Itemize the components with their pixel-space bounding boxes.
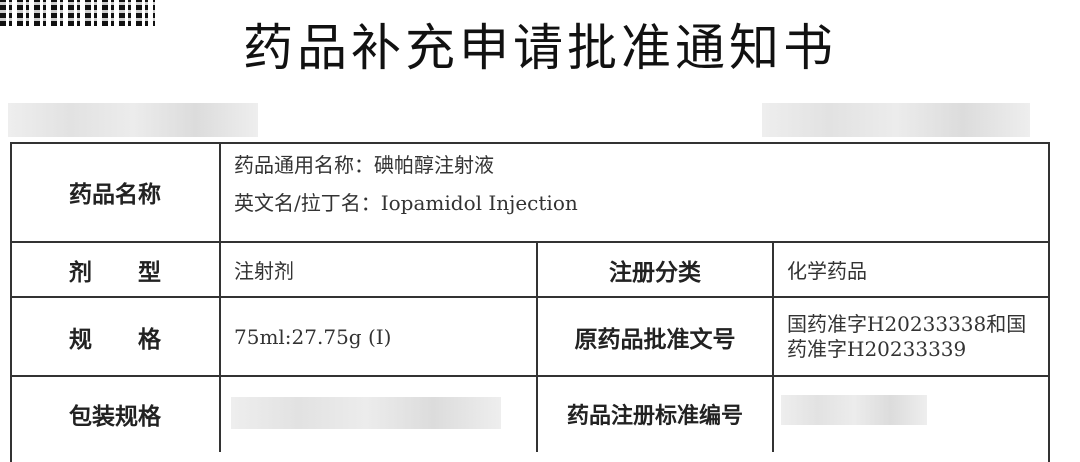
generic-name: 药品通用名称：碘帕醇注射液 — [234, 152, 494, 177]
redacted-text — [8, 103, 258, 137]
orig-approval-value: 国药准字H20233338和国药准字H20233339 — [787, 311, 1027, 361]
redacted-text — [762, 103, 1030, 137]
spec-value: 75ml:27.75g (I) — [234, 324, 392, 349]
reg-class-label: 注册分类 — [609, 259, 701, 286]
name-label: 药品名称 — [69, 182, 161, 208]
std-no-label: 药品注册标准编号 — [566, 404, 743, 429]
redacted-package-value — [231, 397, 501, 429]
page-title: 药品补充申请批准通知书 — [243, 19, 837, 77]
redacted-std-no-value — [781, 395, 927, 425]
info-table — [10, 142, 1050, 462]
english-name: 英文名/拉丁名：Iopamidol Injection — [234, 190, 578, 215]
qr-code — [0, 0, 155, 26]
orig-approval-label: 原药品批准文号 — [574, 326, 736, 353]
dosage-value: 注射剂 — [234, 259, 294, 283]
package-label: 包装规格 — [69, 404, 161, 430]
spec-label: 规 格 — [69, 326, 161, 353]
dosage-label: 剂 型 — [69, 259, 161, 286]
reg-class-value: 化学药品 — [787, 259, 867, 283]
